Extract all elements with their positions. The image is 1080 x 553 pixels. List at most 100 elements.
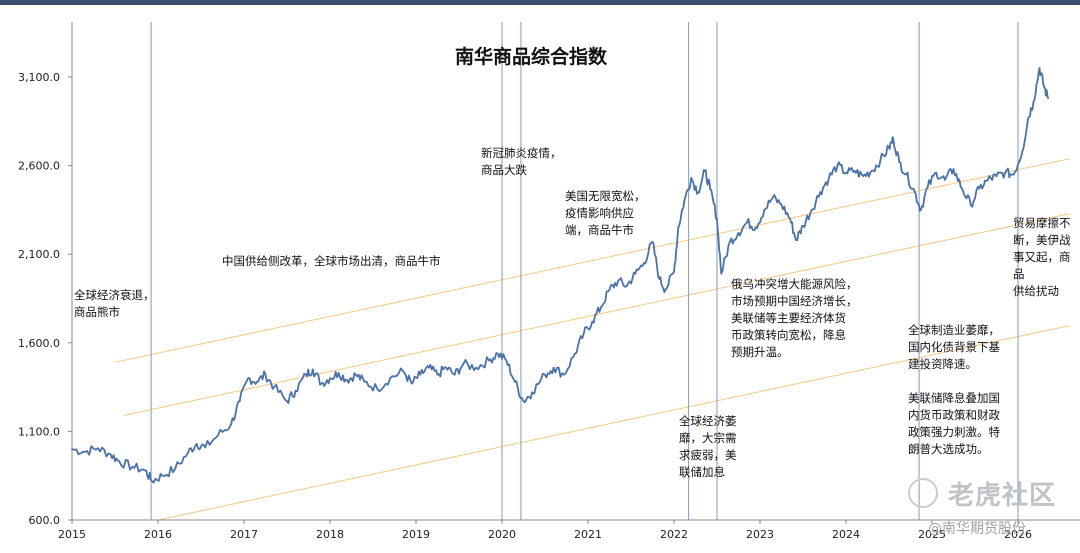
index-data-point — [563, 373, 565, 376]
index-data-point — [475, 366, 478, 369]
index-data-point — [1032, 100, 1035, 103]
index-data-point — [905, 173, 908, 176]
index-data-point — [273, 386, 275, 388]
index-data-point — [174, 467, 177, 470]
index-data-point — [1012, 173, 1015, 176]
index-data-point — [419, 373, 422, 376]
index-data-point — [320, 382, 323, 385]
index-data-point — [892, 138, 895, 140]
index-data-point — [926, 185, 929, 188]
index-data-point — [1004, 171, 1006, 174]
index-data-point — [763, 209, 766, 211]
index-data-point — [544, 373, 546, 376]
index-data-point — [683, 200, 686, 202]
index-data-point — [488, 359, 490, 362]
x-tick-label: 2016 — [144, 528, 172, 541]
index-data-point — [346, 379, 349, 381]
index-data-point — [522, 400, 525, 403]
index-data-point — [247, 377, 250, 380]
index-data-point — [496, 352, 499, 355]
watermark-logo-text: 老虎社区 — [948, 481, 1057, 511]
index-data-point — [709, 187, 712, 190]
watermark-logo: 老虎社区 — [908, 475, 1056, 512]
index-data-point — [795, 239, 798, 241]
index-data-point — [673, 271, 675, 273]
index-data-point — [919, 209, 922, 211]
index-data-point — [969, 203, 972, 206]
index-data-point — [591, 320, 594, 323]
index-data-point — [658, 278, 661, 280]
index-data-point — [376, 387, 379, 390]
annotation-supply-reform: 中国供给侧改革，全球市场出清，商品牛市 — [222, 254, 441, 268]
index-data-point — [410, 382, 413, 385]
index-data-point — [952, 168, 955, 171]
index-data-point — [96, 447, 99, 450]
index-data-point — [552, 366, 555, 369]
index-data-point — [428, 366, 430, 369]
trend-channel-line — [157, 325, 1070, 521]
top-border-rule — [0, 0, 1080, 5]
x-tick-label: 2020 — [488, 528, 516, 541]
index-data-point — [862, 175, 865, 178]
x-tick-label: 2023 — [746, 528, 774, 541]
index-data-point — [144, 469, 147, 472]
index-data-point — [935, 171, 938, 174]
index-data-point — [1042, 84, 1045, 87]
index-data-point — [879, 159, 882, 162]
index-data-point — [402, 370, 404, 373]
index-data-point — [870, 170, 873, 172]
index-data-point — [582, 333, 585, 335]
index-data-point — [780, 203, 783, 206]
index-data-point — [737, 232, 740, 234]
index-data-point — [109, 453, 112, 456]
x-tick-label: 2015 — [58, 528, 86, 541]
index-data-point — [853, 170, 856, 172]
index-data-point — [746, 221, 748, 224]
index-data-point — [961, 187, 963, 190]
index-data-point — [978, 187, 981, 190]
index-data-point — [819, 191, 822, 194]
index-data-point — [305, 373, 307, 376]
index-data-point — [195, 442, 198, 445]
index-data-point — [505, 359, 508, 362]
index-data-point — [445, 366, 447, 369]
index-data-point — [264, 373, 267, 376]
index-data-point — [256, 380, 258, 383]
index-data-point — [187, 451, 190, 454]
index-data-point — [574, 352, 576, 355]
index-data-point — [286, 400, 288, 403]
y-tick-label: 2,600.0 — [18, 160, 60, 173]
x-tick-label: 2025 — [918, 528, 946, 541]
index-data-point — [836, 164, 839, 167]
index-data-point — [1047, 97, 1049, 100]
x-tick-label: 2021 — [574, 528, 602, 541]
index-data-point — [600, 306, 602, 309]
y-tick-label: 2,100.0 — [18, 248, 60, 261]
index-data-point — [462, 363, 465, 365]
x-tick-label: 2019 — [402, 528, 430, 541]
index-data-point — [664, 288, 667, 291]
index-data-point — [329, 377, 331, 380]
index-data-point — [827, 177, 830, 179]
index-data-point — [643, 262, 645, 264]
index-data-point — [697, 191, 699, 194]
index-data-point — [514, 380, 516, 383]
index-data-point — [151, 480, 153, 482]
x-tick-label: 2018 — [316, 528, 344, 541]
index-data-point — [311, 368, 314, 371]
index-data-point — [690, 177, 693, 179]
index-data-point — [436, 373, 439, 376]
x-tick-label: 2024 — [832, 528, 860, 541]
annotation-recession: 全球经济衰退， 商品熊市 — [74, 288, 155, 319]
index-data-point — [608, 288, 611, 291]
index-series-line — [71, 67, 1049, 484]
annotation-manufacturing: 全球制造业萎靡， 国内化债背景下基 建投资降速。 美联储降息叠加国 内货币政策和… — [908, 323, 1000, 456]
index-data-point — [898, 161, 901, 163]
trend-channel-line — [114, 158, 1070, 363]
index-data-point — [625, 285, 628, 287]
index-data-point — [389, 377, 392, 380]
x-tick-label: 2026 — [1004, 528, 1032, 541]
index-data-point — [354, 373, 357, 376]
y-tick-label: 1,100.0 — [18, 425, 60, 438]
